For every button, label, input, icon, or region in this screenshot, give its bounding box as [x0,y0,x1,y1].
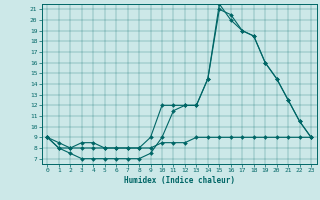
X-axis label: Humidex (Indice chaleur): Humidex (Indice chaleur) [124,176,235,185]
